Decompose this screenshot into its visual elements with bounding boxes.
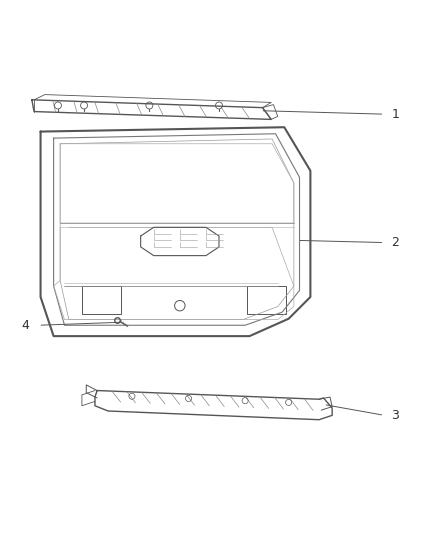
Text: 4: 4: [21, 319, 29, 332]
Text: 1: 1: [391, 108, 399, 120]
Text: 3: 3: [391, 409, 399, 422]
Text: 2: 2: [391, 236, 399, 249]
Bar: [82, 286, 121, 314]
Bar: [247, 286, 286, 314]
